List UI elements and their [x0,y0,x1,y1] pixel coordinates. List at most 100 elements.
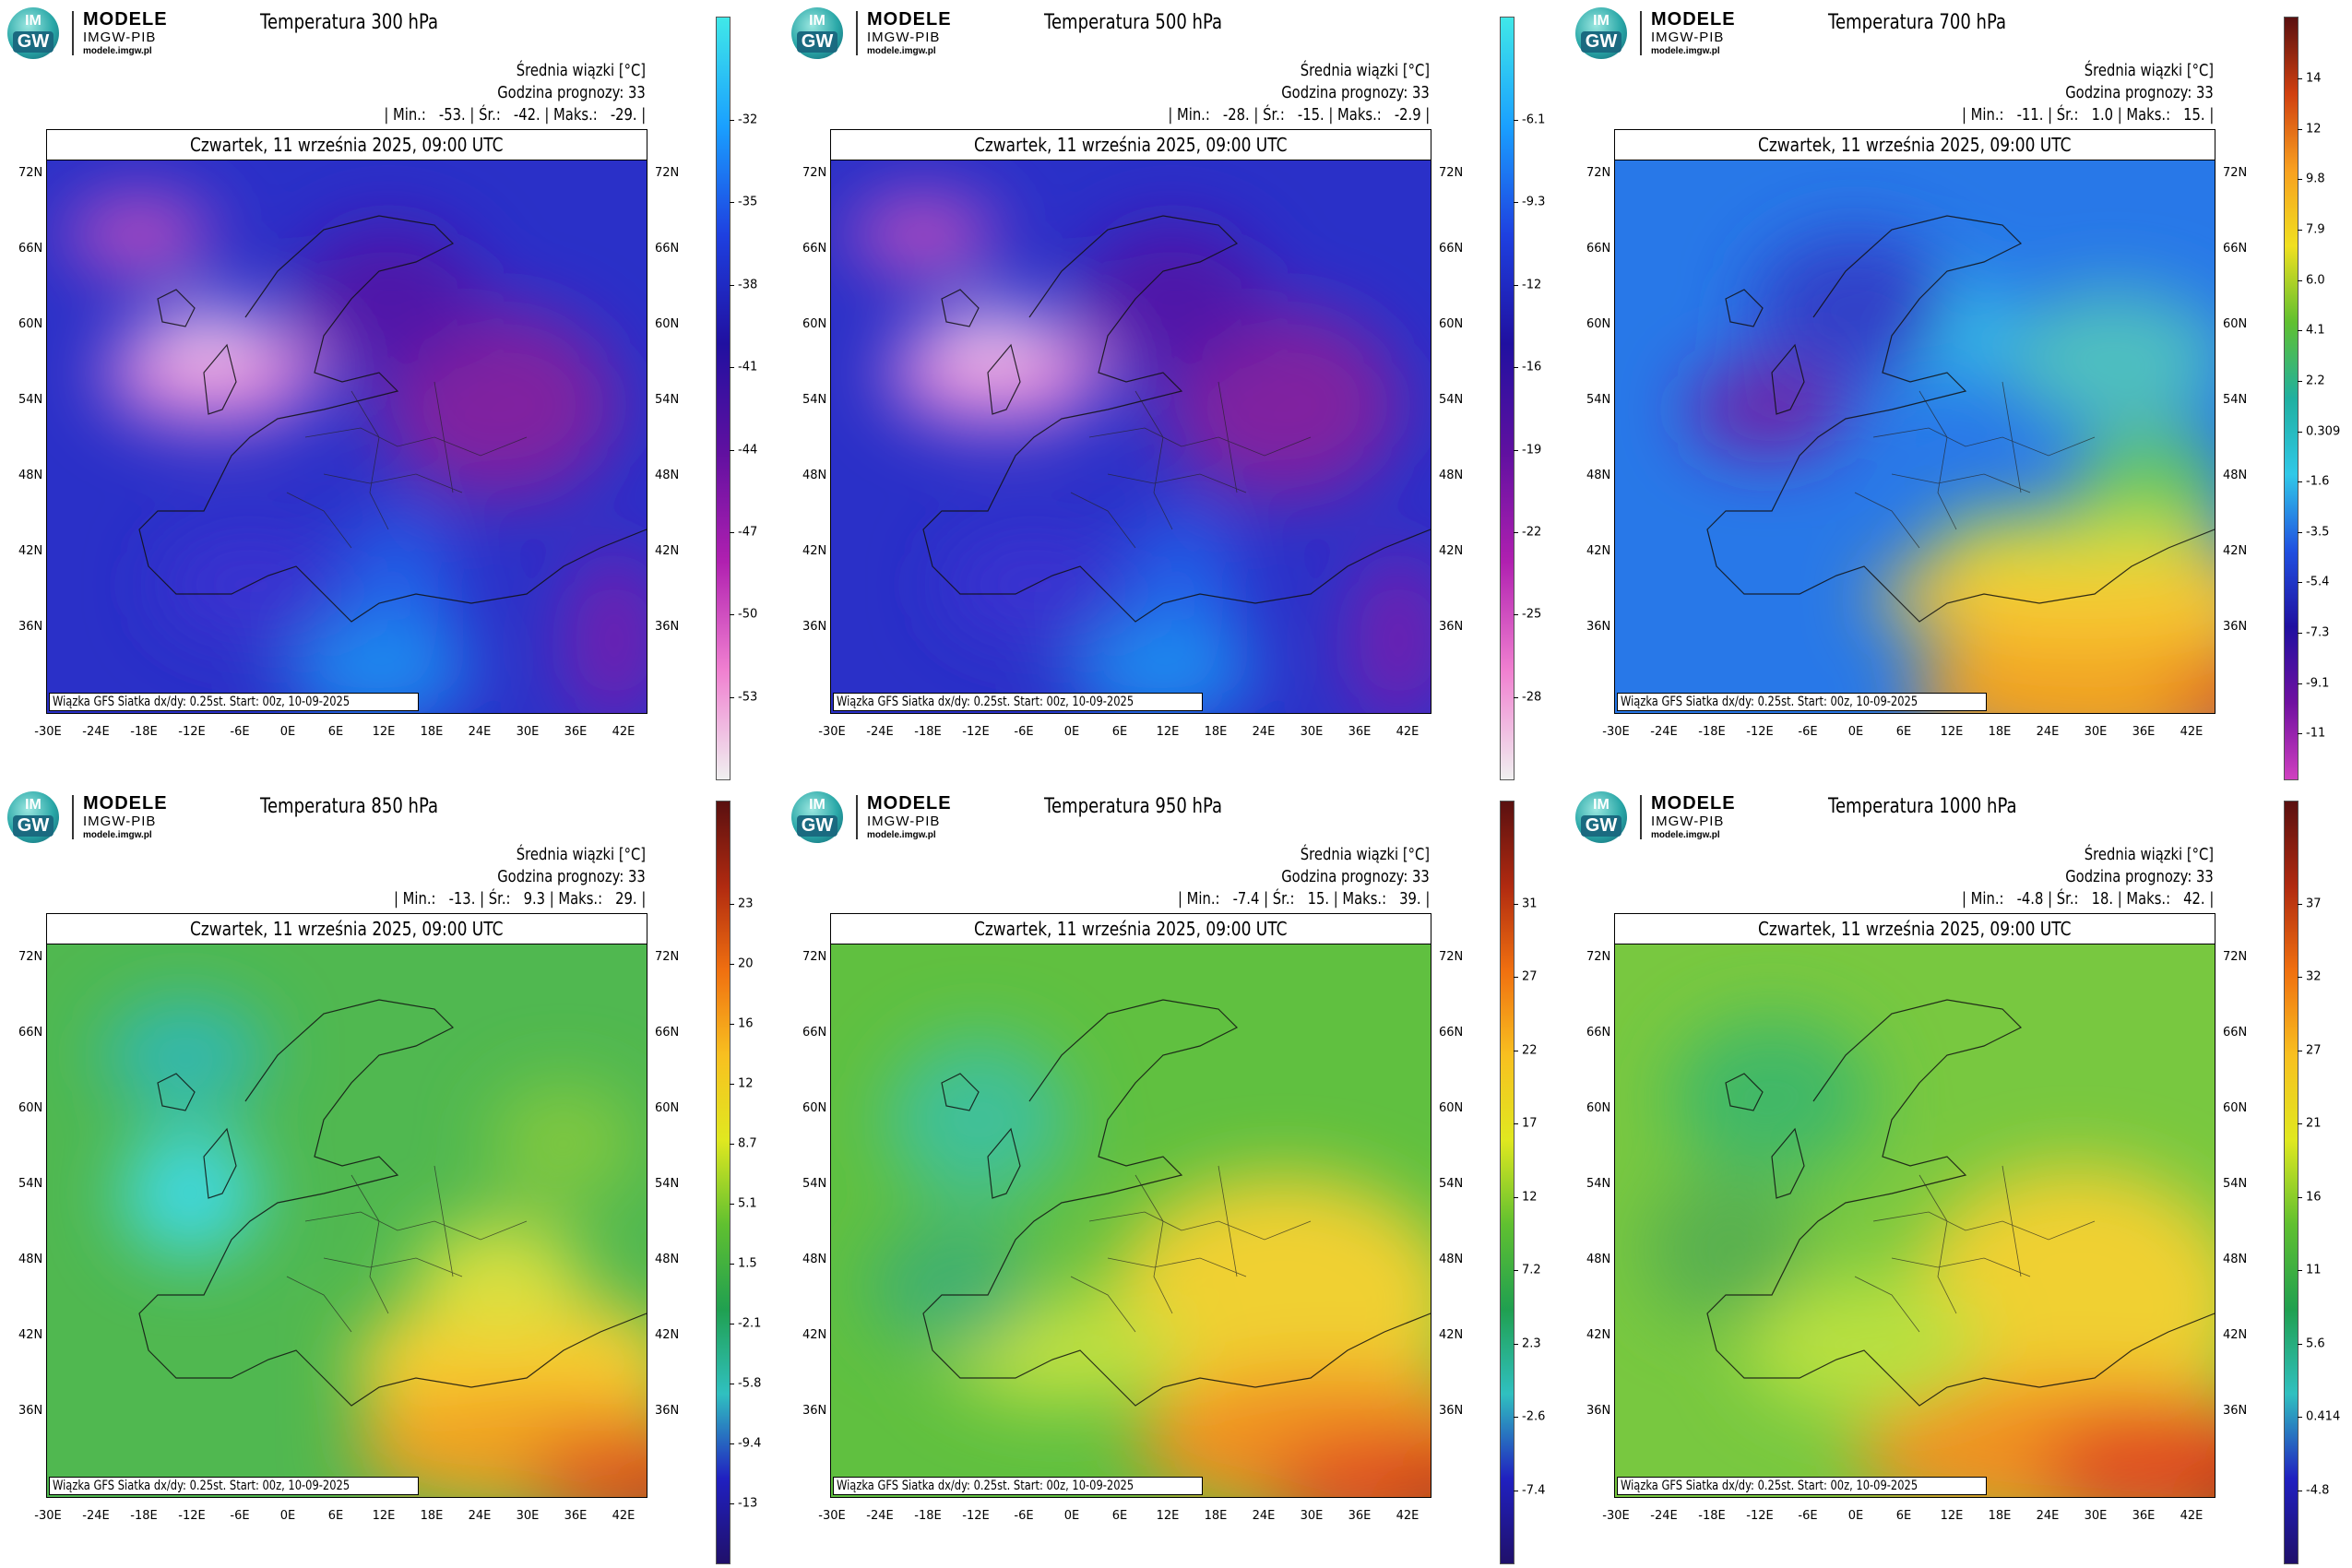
map-frame: Czwartek, 11 września 2025, 09:00 UTC Wią… [46,129,647,714]
colorbar-tick-label: 17 [1522,1116,1538,1131]
lon-label: 0E [279,725,296,739]
lon-label: 6E [1895,1509,1912,1523]
lat-label-left: 66N [18,1026,43,1039]
field-region [1744,1277,1984,1415]
lat-label-left: 36N [802,620,827,634]
field-region [287,622,471,713]
colorbar-tick [730,531,734,533]
colorbar-tick [2298,380,2302,382]
lat-label-right: 66N [2223,242,2248,255]
lon-label: 42E [612,1509,636,1523]
lat-label-left: 54N [1586,1177,1611,1191]
imgw-logo: IM GW MODELE IMGW-PIB modele.imgw.pl [1575,7,1735,59]
colorbar [1500,17,1515,780]
lat-label-right: 66N [1439,1026,1464,1039]
colorbar-tick-label: 14 [2306,71,2322,86]
colorbar-tick-label: -7.4 [1522,1483,1546,1498]
logo-org: IMGW-PIB [1651,30,1725,45]
lon-label: 42E [612,725,636,739]
lon-label: -12E [178,1509,206,1523]
lat-label-right: 42N [1439,1328,1464,1342]
field-region [1071,622,1255,713]
colorbar-tick [1514,367,1518,369]
lat-label-right: 60N [655,1101,680,1115]
colorbar-tick [730,120,734,121]
colorbar-tick-label: 12 [1522,1190,1538,1205]
colorbar-tick-label: -28 [1522,690,1542,705]
map-date-text: Czwartek, 11 września 2025, 09:00 UTC [190,134,504,156]
map-date-bar: Czwartek, 11 września 2025, 09:00 UTC [831,914,1431,944]
lat-label-left: 42N [1586,544,1611,558]
lon-label: 12E [1940,725,1964,739]
colorbar-tick-label: 12 [738,1076,754,1091]
logo-globe-icon: IM GW [7,7,59,59]
imgw-logo: IM GW MODELE IMGW-PIB modele.imgw.pl [7,791,167,843]
field-region [623,1483,647,1497]
lon-label: -12E [962,1509,990,1523]
logo-url: modele.imgw.pl [83,46,152,56]
colorbar-tick [730,1503,734,1504]
lat-label-left: 54N [802,393,827,407]
colorbar-tick [730,202,734,204]
lon-label: 30E [2084,1509,2108,1523]
lon-label: 18E [1988,725,2012,739]
forecast-hour: Godzina prognozy: 33 [497,867,646,886]
lat-label-right: 72N [655,166,680,180]
field-region [1689,363,1846,456]
info-label: Średnia wiązki [°C] [516,61,646,80]
lat-label-right: 48N [1439,1253,1464,1266]
temperature-field: Wiązka GFS Siatka dx/dy: 0.25st. Start: … [1615,160,2215,713]
lat-label-left: 66N [1586,1026,1611,1039]
lat-label-right: 54N [655,1177,680,1191]
lat-label-left: 60N [802,317,827,331]
colorbar-tick-label: -3.5 [2306,525,2330,540]
field-region [1265,1433,1431,1497]
lon-label: 6E [1111,1509,1128,1523]
lat-label-right: 72N [2223,950,2248,964]
forecast-hour: Godzina prognozy: 33 [1281,83,1430,102]
logo-divider [1640,11,1642,55]
lon-label: -12E [962,725,990,739]
country-borders [286,381,528,549]
colorbar-tick-label: -9.3 [1522,195,1546,209]
colorbar-tick [1514,284,1518,286]
colorbar-tick-label: 12 [2306,122,2322,137]
lon-label: 6E [327,1509,344,1523]
colorbar-tick [730,964,734,965]
lat-label-left: 72N [1586,166,1611,180]
lat-label-left: 48N [802,1253,827,1266]
lat-label-right: 42N [1439,544,1464,558]
colorbar-tick-label: -5.4 [2306,575,2330,589]
lon-label: -30E [1602,725,1630,739]
lat-label-right: 42N [655,1328,680,1342]
colorbar-tick-label: 37 [2306,897,2322,911]
lon-label: -6E [1798,1509,1818,1523]
logo-org: IMGW-PIB [1651,814,1725,829]
logo-url: modele.imgw.pl [1651,830,1720,840]
map-date-text: Czwartek, 11 września 2025, 09:00 UTC [974,918,1288,940]
lon-label: -30E [34,725,62,739]
colorbar-tick [730,1084,734,1085]
colorbar-tick-label: 2.3 [1522,1336,1541,1351]
run-info-footer: Wiązka GFS Siatka dx/dy: 0.25st. Start: … [833,1477,1203,1495]
stats-line: | Min.: -7.4 | Śr.: 15. | Maks.: 39. | [1177,889,1430,909]
colorbar-tick-label: -53 [738,690,758,705]
map-date-bar: Czwartek, 11 września 2025, 09:00 UTC [47,130,647,160]
colorbar-tick-label: 20 [738,956,754,971]
logo-mark-bottom: GW [13,31,53,53]
logo-globe-icon: IM GW [1575,791,1627,843]
field-region [1753,234,1956,382]
lon-label: 30E [2084,725,2108,739]
colorbar-tick [1514,1343,1518,1345]
logo-divider [856,11,858,55]
lat-label-left: 48N [18,469,43,482]
stats-line: | Min.: -4.8 | Śr.: 18. | Maks.: 42. | [1961,889,2214,909]
forecast-hour: Godzina prognozy: 33 [1281,867,1430,886]
colorbar-tick-label: 0.309 [2306,424,2341,438]
colorbar-tick [1514,1196,1518,1198]
colorbar-tick [2298,78,2302,79]
field-region [1873,548,2215,649]
colorbar-tick-label: 9.8 [2306,172,2325,186]
logo-globe-icon: IM GW [1575,7,1627,59]
lon-label: 12E [372,725,396,739]
